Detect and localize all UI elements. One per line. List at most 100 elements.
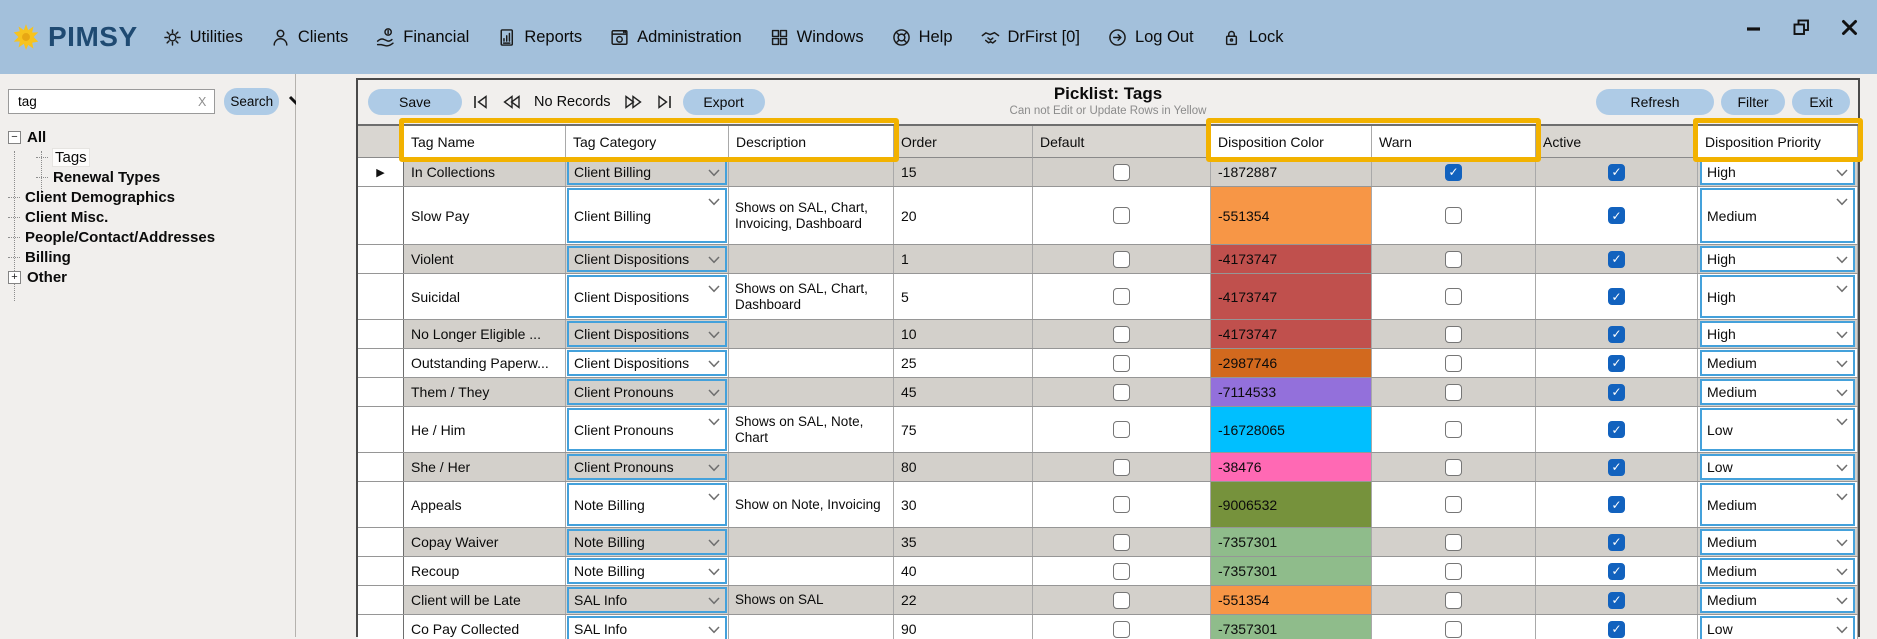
active-checkbox[interactable]: ✓ [1608, 421, 1625, 438]
tree-item-tags[interactable]: Tags [0, 147, 295, 167]
tree-item-client-demographics[interactable]: Client Demographics [0, 187, 295, 207]
column-header-disposition-color[interactable]: Disposition Color [1211, 126, 1372, 158]
disposition-priority-dropdown[interactable]: Low [1700, 408, 1855, 451]
tag-category-dropdown[interactable]: Client Billing [567, 188, 727, 243]
expand-icon[interactable]: + [8, 270, 21, 284]
active-checkbox[interactable]: ✓ [1608, 325, 1625, 343]
description-cell[interactable]: Shows on SAL [729, 586, 894, 614]
tag-name-cell[interactable]: Them / They [404, 378, 566, 406]
disposition-priority-dropdown[interactable]: High [1700, 321, 1855, 347]
tag-category-dropdown[interactable]: Note Billing [567, 529, 727, 555]
warn-checkbox[interactable] [1445, 421, 1462, 438]
row-selector-cell[interactable] [358, 349, 404, 377]
warn-checkbox[interactable] [1445, 250, 1462, 268]
menu-item-log-out[interactable]: Log Out [1107, 27, 1194, 48]
row-selector-cell[interactable] [358, 586, 404, 614]
tag-category-dropdown[interactable]: Client Dispositions [567, 350, 727, 376]
row-selector-cell[interactable] [358, 274, 404, 319]
menu-item-help[interactable]: Help [891, 27, 953, 48]
disposition-color-cell[interactable]: -4173747 [1211, 320, 1372, 348]
tag-name-cell[interactable]: No Longer Eligible ... [404, 320, 566, 348]
active-checkbox[interactable]: ✓ [1608, 562, 1625, 580]
refresh-button[interactable]: Refresh [1596, 89, 1714, 115]
clear-search-icon[interactable]: X [198, 94, 207, 109]
row-selector-cell[interactable] [358, 245, 404, 273]
active-checkbox[interactable]: ✓ [1608, 354, 1625, 372]
tag-category-dropdown[interactable]: SAL Info [567, 616, 727, 639]
order-cell[interactable]: 75 [894, 407, 1033, 452]
tag-category-dropdown[interactable]: SAL Info [567, 587, 727, 613]
warn-checkbox[interactable] [1445, 325, 1462, 343]
tag-category-dropdown[interactable]: Note Billing [567, 483, 727, 526]
tag-category-dropdown[interactable]: Client Dispositions [567, 275, 727, 318]
order-cell[interactable]: 15 [894, 158, 1033, 186]
column-header-tag-category[interactable]: Tag Category [566, 126, 729, 158]
menu-item-reports[interactable]: Reports [496, 27, 582, 48]
default-checkbox[interactable] [1113, 458, 1130, 476]
warn-checkbox[interactable] [1445, 533, 1462, 551]
disposition-priority-dropdown[interactable]: Low [1700, 454, 1855, 480]
order-cell[interactable]: 90 [894, 615, 1033, 639]
order-cell[interactable]: 25 [894, 349, 1033, 377]
tree-item-client-misc[interactable]: Client Misc. [0, 207, 295, 227]
default-checkbox[interactable] [1113, 250, 1130, 268]
active-checkbox[interactable]: ✓ [1608, 458, 1625, 476]
search-input[interactable] [16, 93, 197, 110]
default-checkbox[interactable] [1113, 207, 1130, 224]
description-cell[interactable]: Show on Note, Invoicing [729, 482, 894, 527]
disposition-color-cell[interactable]: -38476 [1211, 453, 1372, 481]
disposition-priority-dropdown[interactable]: High [1700, 159, 1855, 185]
tag-category-dropdown[interactable]: Client Pronouns [567, 454, 727, 480]
warn-checkbox[interactable] [1445, 458, 1462, 476]
disposition-priority-dropdown[interactable]: Medium [1700, 188, 1855, 243]
tag-category-dropdown[interactable]: Note Billing [567, 558, 727, 584]
tag-name-cell[interactable]: Appeals [404, 482, 566, 527]
minimize-button[interactable] [1741, 18, 1765, 42]
tag-name-cell[interactable]: Slow Pay [404, 187, 566, 244]
description-cell[interactable] [729, 320, 894, 348]
row-selector-cell[interactable] [358, 482, 404, 527]
description-cell[interactable]: Shows on SAL, Note, Chart [729, 407, 894, 452]
menu-item-drfirst-0[interactable]: DrFirst [0] [980, 27, 1080, 48]
disposition-priority-dropdown[interactable]: Low [1700, 616, 1855, 639]
warn-checkbox[interactable] [1445, 288, 1462, 305]
export-button[interactable]: Export [682, 89, 765, 115]
default-checkbox[interactable] [1113, 496, 1130, 513]
column-header-default[interactable]: Default [1033, 126, 1211, 158]
menu-item-utilities[interactable]: Utilities [162, 27, 243, 48]
description-cell[interactable]: Shows on SAL, Chart, Dashboard [729, 274, 894, 319]
warn-checkbox[interactable] [1445, 383, 1462, 401]
description-cell[interactable]: Shows on SAL, Chart, Invoicing, Dashboar… [729, 187, 894, 244]
active-checkbox[interactable]: ✓ [1608, 288, 1625, 305]
description-cell[interactable] [729, 158, 894, 186]
tag-name-cell[interactable]: Co Pay Collected [404, 615, 566, 639]
warn-checkbox[interactable] [1445, 207, 1462, 224]
tree-item-renewal-types[interactable]: Renewal Types [0, 167, 295, 187]
active-checkbox[interactable]: ✓ [1608, 591, 1625, 609]
default-checkbox[interactable] [1113, 591, 1130, 609]
tag-name-cell[interactable]: Recoup [404, 557, 566, 585]
active-checkbox[interactable]: ✓ [1608, 207, 1625, 224]
default-checkbox[interactable] [1113, 163, 1130, 181]
menu-item-financial[interactable]: Financial [375, 27, 469, 48]
default-checkbox[interactable] [1113, 325, 1130, 343]
column-header-order[interactable]: Order [894, 126, 1033, 158]
disposition-color-cell[interactable]: -7114533 [1211, 378, 1372, 406]
previous-record-icon[interactable] [500, 94, 522, 110]
order-cell[interactable]: 40 [894, 557, 1033, 585]
active-checkbox[interactable]: ✓ [1608, 383, 1625, 401]
column-header-disposition-priority[interactable]: Disposition Priority [1698, 126, 1858, 158]
column-header-warn[interactable]: Warn [1372, 126, 1536, 158]
menu-item-administration[interactable]: Administration [609, 27, 742, 48]
tree-item-other[interactable]: + Other [0, 267, 295, 287]
last-record-icon[interactable] [655, 94, 673, 110]
tag-category-dropdown[interactable]: Client Dispositions [567, 246, 727, 272]
tag-name-cell[interactable]: He / Him [404, 407, 566, 452]
warn-checkbox[interactable] [1445, 591, 1462, 609]
tag-category-dropdown[interactable]: Client Billing [567, 159, 727, 185]
tree-item-billing[interactable]: Billing [0, 247, 295, 267]
order-cell[interactable]: 1 [894, 245, 1033, 273]
disposition-priority-dropdown[interactable]: Medium [1700, 483, 1855, 526]
active-checkbox[interactable]: ✓ [1608, 250, 1625, 268]
description-cell[interactable] [729, 557, 894, 585]
